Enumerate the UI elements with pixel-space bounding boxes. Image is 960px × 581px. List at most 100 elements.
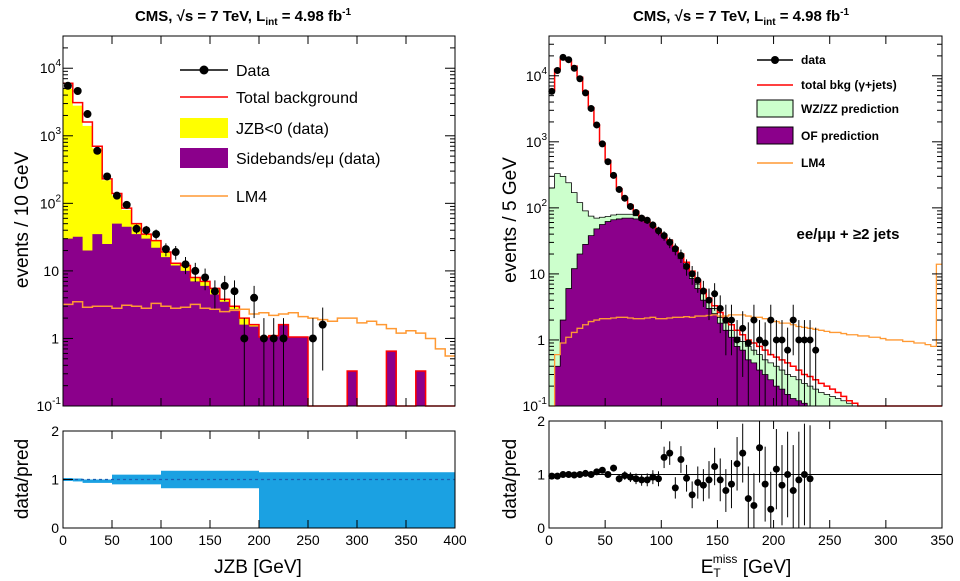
ratio-point: [800, 471, 808, 478]
ratio-point: [604, 471, 612, 478]
data-point: [259, 334, 268, 343]
data-point: [666, 238, 674, 246]
data-point: [103, 172, 112, 181]
ratio-point: [643, 476, 651, 484]
ratio-point: [638, 476, 646, 484]
ratio-point: [660, 453, 668, 461]
data-point: [142, 226, 151, 235]
ratio-point: [598, 466, 606, 474]
ratio-point: [727, 480, 735, 488]
ratio-point: [772, 465, 780, 473]
data-point: [570, 64, 578, 72]
y-tick-label: 1: [51, 330, 59, 346]
data-point: [152, 230, 161, 239]
of-histogram: [549, 217, 942, 407]
data-point: [761, 339, 769, 347]
right-main-plot: [548, 53, 942, 407]
left-ratio-ylabel: data/pred: [12, 439, 33, 519]
data-point: [553, 67, 561, 75]
x-tick-label: 50: [104, 532, 120, 548]
data-point: [318, 320, 327, 329]
data-point: [671, 245, 679, 253]
ratio-point: [784, 471, 792, 478]
ratio-uncertainty-band: [259, 472, 455, 528]
data-point: [812, 346, 820, 354]
data-point: [649, 221, 657, 229]
legend-r-totalbkg-label: total bkg (γ+jets): [801, 78, 897, 92]
data-point: [727, 316, 735, 324]
data-point: [626, 202, 634, 210]
y-tick-label: 1: [537, 467, 545, 483]
x-tick-label: 350: [930, 532, 954, 548]
legend-data-marker: [199, 65, 209, 75]
right-ratio-plot: [548, 421, 942, 528]
ratio-point: [576, 471, 584, 478]
legend-r-data-marker: [771, 56, 779, 64]
right-main-ylabel: events / 5 GeV: [500, 157, 521, 283]
left-ratio-plot: [63, 470, 455, 528]
ratio-point: [716, 476, 724, 484]
right-panel-title: CMS, √s = 7 TeV, Lint = 4.98 fb-1: [633, 7, 850, 28]
ratio-point: [778, 481, 786, 489]
data-point: [660, 232, 668, 240]
legend-lm4-label: LM4: [236, 189, 267, 206]
data-point: [756, 336, 764, 344]
data-point: [744, 339, 752, 347]
ratio-point: [744, 495, 752, 503]
x-tick-label: 100: [149, 532, 173, 548]
y-tick-label: 103: [526, 132, 548, 150]
right-ratio-xticks: 0 50 100 150 200 250 300 350: [545, 421, 954, 548]
y-tick-label: 103: [40, 126, 62, 144]
legend-r-of-swatch: [756, 126, 794, 145]
y-tick-label: 10: [529, 266, 545, 282]
right-main-yticks: 10-1 1 10 102 103 104: [523, 43, 942, 414]
y-tick-label: 104: [40, 58, 62, 76]
data-point: [93, 146, 102, 155]
left-legend: Data Total background JZB<0 (data) Sideb…: [180, 63, 380, 206]
data-point: [240, 334, 249, 343]
data-point: [581, 89, 589, 97]
data-point: [705, 296, 713, 304]
data-point: [750, 316, 758, 324]
ratio-point: [581, 469, 589, 477]
ratio-point: [750, 502, 758, 510]
data-point: [73, 87, 82, 96]
lm4-line: [549, 263, 942, 407]
data-point: [677, 251, 685, 259]
data-point: [711, 290, 719, 298]
ratio-point: [761, 480, 769, 488]
x-tick-label: 400: [443, 532, 467, 548]
x-tick-label: 200: [762, 532, 786, 548]
ratio-point: [610, 464, 618, 472]
ratio-point: [632, 475, 640, 483]
y-tick-label: 1: [537, 332, 545, 348]
legend-jzbneg-swatch: [180, 118, 228, 138]
ratio-point: [593, 468, 601, 476]
data-point: [171, 248, 180, 257]
data-point: [615, 185, 623, 193]
legend-r-lm4-label: LM4: [801, 156, 825, 170]
data-point: [694, 276, 702, 284]
data-point: [587, 104, 595, 112]
ratio-point: [615, 475, 623, 483]
data-point: [621, 194, 629, 202]
data-point: [699, 287, 707, 295]
y-tick-label: 2: [537, 413, 545, 429]
legend-sidebands-label: Sidebands/eμ (data): [236, 151, 380, 168]
ratio-point: [722, 487, 730, 495]
data-point: [308, 334, 317, 343]
ratio-point: [559, 471, 567, 478]
x-tick-label: 200: [247, 532, 271, 548]
x-tick-label: 100: [650, 532, 674, 548]
ratio-point: [733, 460, 741, 468]
ratio-point: [688, 491, 696, 499]
data-point: [733, 336, 741, 344]
ratio-point: [739, 449, 747, 457]
data-point: [784, 346, 792, 354]
data-point: [63, 81, 72, 90]
data-point: [220, 281, 229, 290]
x-tick-label: 0: [59, 532, 67, 548]
data-point: [593, 121, 601, 129]
data-point: [598, 140, 606, 148]
